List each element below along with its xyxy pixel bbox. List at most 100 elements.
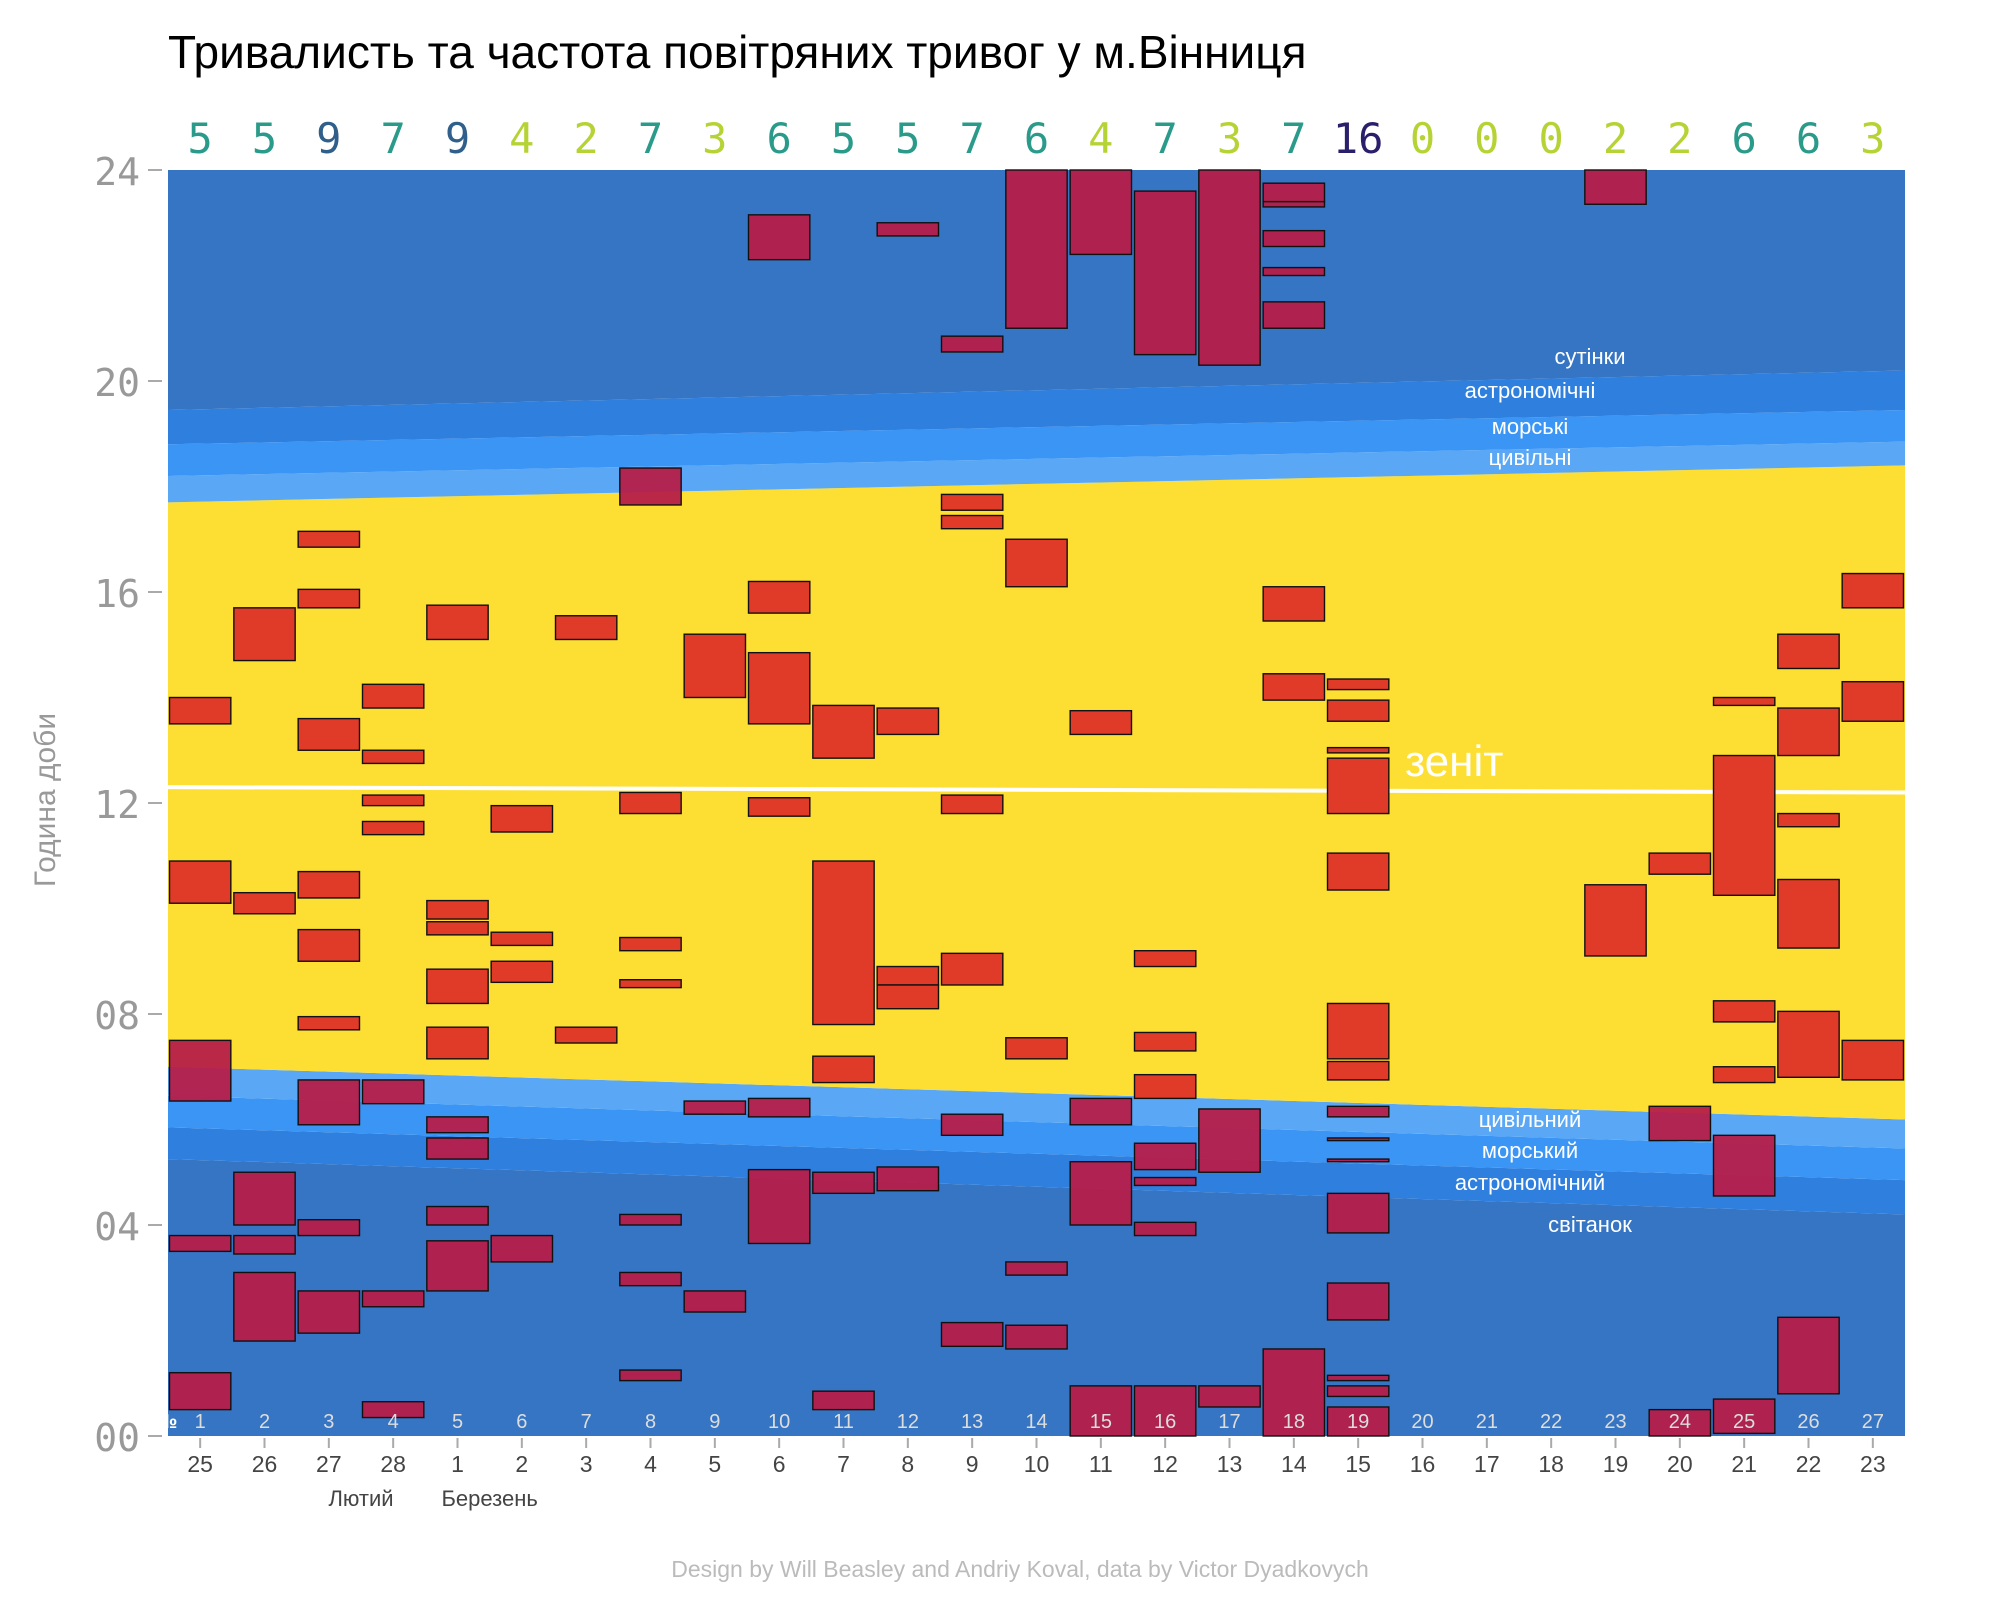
day-index-label: 7 — [581, 1411, 592, 1433]
alert-count-label: 4 — [1088, 114, 1113, 163]
alert-rect — [683, 633, 747, 699]
alert-rect — [361, 794, 425, 807]
alert-rect — [297, 1290, 361, 1334]
alert-rect — [233, 1271, 296, 1342]
alert-rect — [1005, 1037, 1068, 1060]
alert-rect — [297, 1079, 361, 1126]
alert-rect — [297, 588, 361, 609]
day-index-label: 9 — [709, 1411, 720, 1433]
credit-text: Design by Will Beasley and Andriy Koval,… — [671, 1556, 1369, 1582]
alert-rect — [619, 791, 682, 815]
y-tick-label: 12 — [94, 783, 140, 827]
y-tick-label: 20 — [94, 361, 140, 405]
x-tick-label: 28 — [380, 1451, 406, 1477]
alert-rect — [1326, 1060, 1390, 1081]
y-tick-label: 24 — [94, 150, 140, 194]
alert-rect — [812, 1390, 875, 1411]
alert-rect — [426, 604, 489, 641]
alert-rect — [747, 797, 811, 817]
alert-count-label: 7 — [638, 114, 663, 163]
alert-rect — [361, 1079, 425, 1105]
alert-rect — [1133, 1221, 1197, 1237]
alert-rect — [1262, 586, 1326, 622]
y-axis-label: Година доби — [29, 713, 62, 887]
day-index-label: 3 — [323, 1411, 334, 1433]
x-tick-label: 23 — [1860, 1451, 1886, 1477]
alert-count-label: 6 — [767, 114, 792, 163]
alert-rect — [1584, 884, 1647, 957]
alert-rect — [1712, 1000, 1776, 1023]
alert-rect — [1198, 1385, 1261, 1408]
band-astro-morning — [168, 1127, 1905, 1215]
alert-count-label: 5 — [188, 114, 213, 163]
alert-rect — [297, 928, 361, 962]
alert-rect — [1005, 169, 1068, 329]
y-tick-label: 16 — [94, 572, 140, 616]
alert-rect — [361, 1401, 425, 1419]
band-label-civil-evening: цивільні — [1489, 445, 1572, 470]
alert-rect — [297, 1219, 361, 1237]
alert-rect — [619, 1271, 682, 1287]
y-axis-ticks: 00 04 08 12 16 20 24 — [94, 150, 162, 1460]
band-nautical-morning — [168, 1095, 1905, 1181]
x-tick-label: 1 — [451, 1451, 464, 1477]
band-label-zenith: зеніт — [1405, 737, 1503, 786]
band-nautical-evening — [168, 410, 1905, 476]
alert-rect — [168, 1371, 232, 1411]
day-index-labels: № 1 2 3 4 5 6 7 8 9 10 11 12 13 14 15 16 17 18 19 20 21 22 23 24… — [155, 1411, 1884, 1433]
alert-rect — [1777, 633, 1840, 670]
day-index-label: 26 — [1797, 1411, 1819, 1433]
alert-count-label: 2 — [574, 114, 599, 163]
alert-rect — [940, 794, 1004, 815]
alert-count-label: 9 — [445, 114, 470, 163]
alert-rect — [361, 749, 425, 765]
alert-count-label: 2 — [1603, 114, 1628, 163]
x-tick-label: 5 — [708, 1451, 721, 1477]
alert-rect — [168, 1234, 232, 1253]
alert-rect — [619, 979, 682, 989]
day-index-label: 10 — [768, 1411, 790, 1433]
alert-count-label: 7 — [381, 114, 406, 163]
alert-rect — [747, 580, 811, 614]
alert-rects — [168, 169, 1905, 1437]
alert-rect — [490, 804, 554, 833]
alert-rect — [1005, 538, 1068, 588]
alert-rect — [1326, 1385, 1390, 1398]
alert-rect — [1133, 1142, 1197, 1171]
alert-rect — [1584, 169, 1647, 205]
alert-rect — [426, 899, 489, 920]
alert-rect — [1326, 1406, 1390, 1437]
alert-rect — [233, 607, 296, 662]
alert-rect — [1133, 950, 1197, 968]
alert-count-label: 3 — [1217, 114, 1242, 163]
x-axis-ticks: 25 26 27 28 1 2 3 4 5 6 7 8 9 10 11 12 13 14 15 16 17 18 19 20 2… — [187, 1438, 1886, 1477]
alert-rect — [1777, 707, 1840, 757]
alert-rect — [361, 1290, 425, 1308]
alert-rect — [1326, 852, 1390, 891]
x-tick-label: 11 — [1089, 1451, 1113, 1477]
day-index-label: 4 — [388, 1411, 399, 1433]
band-civil-morning — [168, 1066, 1905, 1149]
alert-count-label: 7 — [960, 114, 985, 163]
alert-rect — [1133, 1031, 1197, 1052]
alert-rect — [747, 1097, 811, 1118]
x-tick-label: 21 — [1731, 1451, 1757, 1477]
zenith-line — [167, 785, 1906, 795]
alert-rect — [1326, 1158, 1390, 1163]
alert-rect — [1648, 852, 1712, 875]
month-labels: Лютий Березень — [328, 1486, 537, 1511]
alert-rect — [812, 1055, 875, 1084]
day-index-label: 21 — [1476, 1411, 1498, 1433]
alert-count-label: 0 — [1539, 114, 1564, 163]
alert-rect — [1777, 812, 1840, 828]
x-tick-label: 22 — [1796, 1451, 1822, 1477]
alert-rect — [1777, 1316, 1840, 1395]
band-labels: сутінки астрономічні морські цивільні зе… — [1405, 344, 1632, 1237]
alert-rect — [426, 1116, 489, 1134]
alert-rect — [940, 493, 1004, 511]
alert-rect — [1326, 1002, 1390, 1060]
alert-rect — [490, 931, 554, 947]
alert-rect — [1326, 699, 1390, 722]
x-tick-label: 6 — [773, 1451, 786, 1477]
x-tick-label: 13 — [1217, 1451, 1243, 1477]
